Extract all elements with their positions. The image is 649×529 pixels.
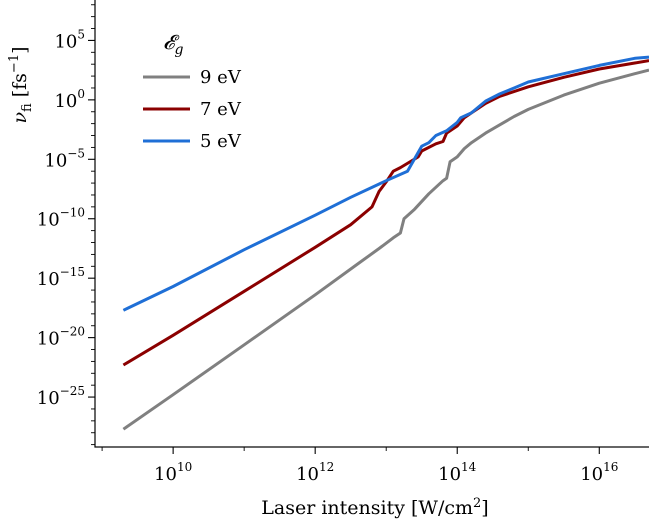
x-axis-label: Laser intensity [W/cm2] (261, 496, 488, 519)
legend-label-1: 9 eV (200, 67, 242, 88)
y-axis-label-group: νfi [fs−1] (7, 46, 35, 123)
y-tick-label: 100 (54, 87, 85, 112)
x-tick-label: 1012 (296, 460, 334, 485)
series-line-1 (122, 68, 649, 431)
y-tick-label: 10−5 (44, 146, 85, 171)
series-group (122, 55, 649, 431)
x-axis-ticks: 1010 1012 1014 1016 (101, 447, 618, 485)
plot-area (94, 0, 649, 448)
series-line-2 (122, 59, 649, 367)
y-axis-label: νfi [fs−1] (7, 46, 35, 123)
y-tick-label: 10−10 (37, 206, 85, 231)
legend: 𝓔g 9 eV 7 eV 5 eV (143, 30, 242, 152)
legend-label-3: 5 eV (200, 131, 242, 152)
y-axis-ticks: 10−25 10−20 10−15 10−10 10−5 100 105 (37, 4, 95, 446)
y-tick-label: 10−25 (37, 384, 85, 409)
x-tick-label: 1010 (154, 460, 192, 485)
legend-label-2: 7 eV (200, 99, 242, 120)
x-tick-label: 1016 (580, 460, 618, 485)
y-tick-label: 10−15 (37, 265, 85, 290)
x-tick-label: 1014 (438, 460, 477, 485)
plot-frame (94, 0, 649, 448)
y-tick-label: 105 (54, 27, 85, 52)
legend-title: 𝓔g (163, 30, 183, 58)
y-tick-label: 10−20 (37, 325, 85, 350)
series-line-3 (122, 55, 649, 312)
x-axis-label-sup: 2 (473, 496, 481, 511)
